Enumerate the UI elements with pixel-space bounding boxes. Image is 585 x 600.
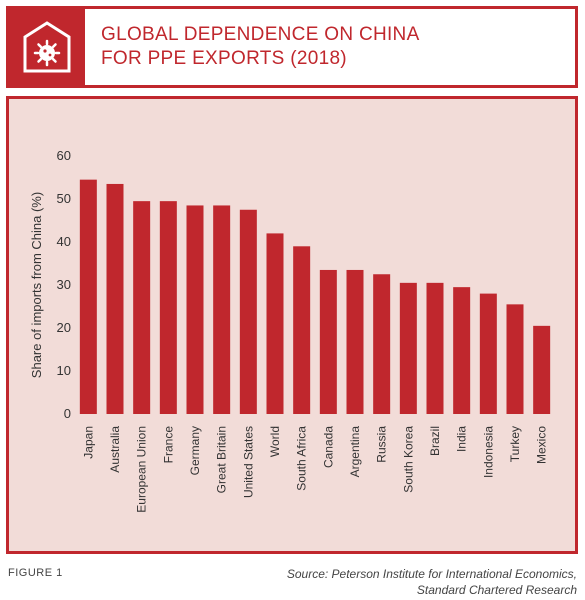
x-tick-label: Germany (188, 426, 202, 475)
chart-title: GLOBAL DEPENDENCE ON CHINA FOR PPE EXPOR… (101, 23, 561, 71)
y-tick-label: 60 (57, 148, 71, 163)
y-tick-label: 10 (57, 363, 71, 378)
bar (506, 304, 524, 414)
x-tick-label: South Korea (401, 426, 415, 493)
x-tick-label: Great Britain (215, 426, 229, 493)
bar (453, 287, 471, 414)
bar (79, 179, 97, 414)
x-tick-label: Brazil (428, 426, 442, 456)
x-tick-label: Australia (108, 426, 122, 473)
bar (239, 209, 257, 414)
x-tick-label: United States (241, 426, 255, 498)
figure-label: FIGURE 1 (8, 567, 63, 579)
title-line-1: GLOBAL DEPENDENCE ON CHINA (101, 24, 420, 45)
title-line-2: FOR PPE EXPORTS (2018) (101, 48, 347, 69)
x-tick-label: India (455, 426, 469, 452)
bar (293, 246, 311, 414)
x-tick-label: Japan (81, 426, 95, 459)
bar-chart: Share of imports from China (%) 0 10 20 30 40… (29, 148, 551, 513)
bar (159, 201, 177, 414)
bar (106, 183, 124, 414)
x-tick-label: World (268, 426, 282, 457)
chart-header: GLOBAL DEPENDENCE ON CHINA FOR PPE EXPOR… (6, 6, 578, 88)
x-tick-label: Turkey (508, 426, 522, 462)
y-tick-label: 30 (57, 277, 71, 292)
y-tick-label: 20 (57, 320, 71, 335)
x-tick-label: Russia (375, 426, 389, 463)
x-tick-label: Canada (321, 426, 335, 468)
y-axis-label: Share of imports from China (%) (29, 192, 44, 378)
y-tick-label: 40 (57, 234, 71, 249)
x-tick-label: Mexico (535, 426, 549, 464)
bar (399, 282, 417, 414)
x-tick-label: Indonesia (481, 426, 495, 478)
source-note: Source: Peterson Institute for Internati… (197, 566, 577, 598)
bar (319, 269, 337, 414)
bar (479, 293, 497, 414)
bar (213, 205, 231, 414)
chart-panel: Share of imports from China (%) 0 10 20 30 40… (6, 96, 578, 554)
virus-in-box-icon (9, 9, 85, 85)
bar (346, 269, 364, 414)
bar (426, 282, 444, 414)
bar (133, 201, 151, 414)
y-tick-label: 50 (57, 191, 71, 206)
bar (266, 233, 284, 414)
x-tick-label: Argentina (348, 426, 362, 478)
x-tick-label: South Africa (295, 426, 309, 491)
y-tick-label: 0 (64, 406, 71, 421)
source-line-2: Standard Chartered Research (416, 583, 577, 597)
source-line-1: Source: Peterson Institute for Internati… (286, 567, 577, 581)
bar (533, 325, 551, 414)
bar (186, 205, 204, 414)
x-tick-label: France (161, 426, 175, 464)
bar (373, 274, 391, 414)
x-tick-label: European Union (135, 426, 149, 513)
